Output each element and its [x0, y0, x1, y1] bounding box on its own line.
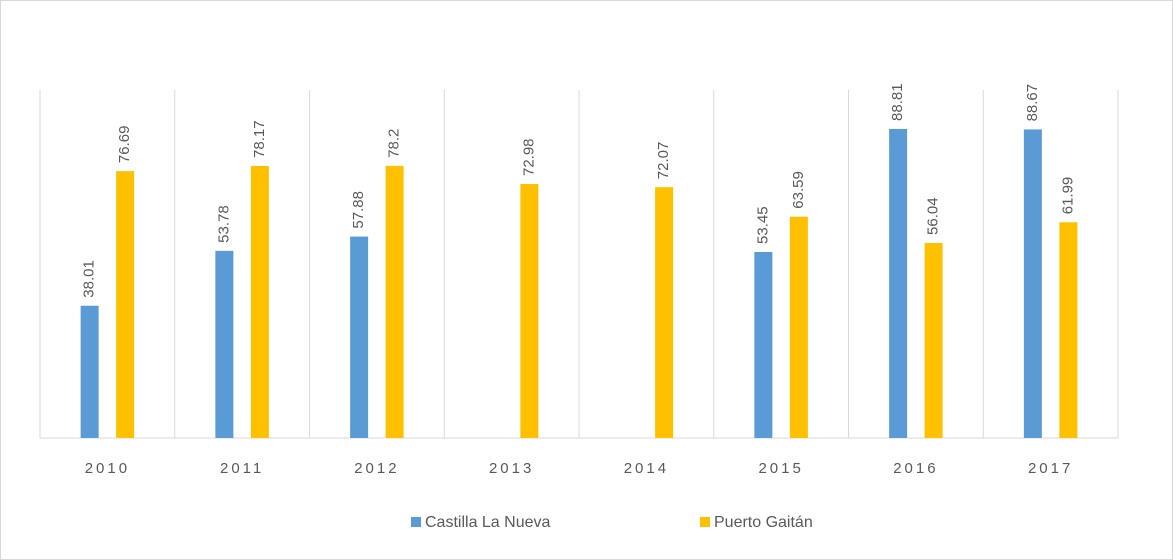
x-tick-label: 2010 [85, 460, 130, 477]
bar [924, 242, 943, 438]
bar [80, 305, 99, 438]
data-label: 72.07 [655, 142, 672, 180]
bar [520, 184, 539, 438]
x-tick-label: 2013 [489, 460, 534, 477]
bar [754, 251, 773, 438]
data-label: 53.45 [754, 206, 771, 244]
data-label: 72.98 [520, 138, 537, 176]
x-tick-label: 2014 [624, 460, 669, 477]
data-label: 76.69 [116, 126, 133, 164]
data-label: 57.88 [350, 191, 367, 229]
bar [889, 128, 908, 438]
data-label: 78.17 [251, 120, 268, 158]
x-tick-label: 2017 [1028, 460, 1073, 477]
x-tick-label: 2015 [758, 460, 803, 477]
bar [350, 236, 369, 438]
x-tick-label: 2012 [354, 460, 399, 477]
bar [116, 171, 135, 438]
bar [215, 250, 234, 438]
bar [655, 187, 674, 438]
legend-label: Puerto Gaitán [714, 514, 813, 531]
x-tick-label: 2016 [893, 460, 938, 477]
legend-swatch [411, 517, 421, 527]
data-label: 53.78 [215, 205, 232, 243]
bar [1023, 129, 1042, 438]
bar [789, 216, 808, 438]
data-label: 56.04 [925, 197, 942, 235]
x-tick-label: 2011 [220, 460, 264, 477]
data-label: 38.01 [81, 260, 98, 298]
bar [250, 165, 269, 439]
data-label: 78.2 [386, 129, 403, 158]
legend-label: Castilla La Nueva [425, 514, 551, 531]
data-label: 63.59 [790, 171, 807, 209]
bar [385, 165, 404, 438]
legend-swatch [700, 517, 710, 527]
data-label: 88.81 [889, 83, 906, 121]
bar [1059, 222, 1078, 438]
data-label: 61.99 [1059, 177, 1076, 215]
data-label: 88.67 [1024, 84, 1041, 122]
